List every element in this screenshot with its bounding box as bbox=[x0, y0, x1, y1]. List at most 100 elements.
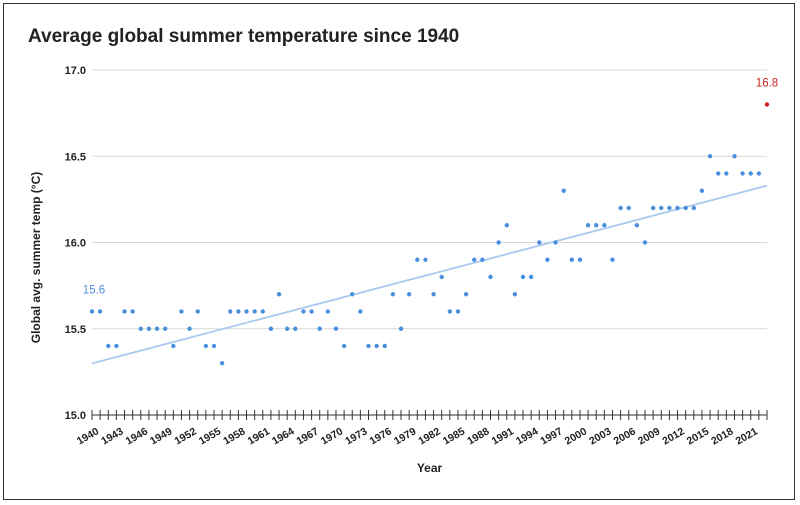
data-point bbox=[642, 240, 648, 245]
x-tick-label: 1997 bbox=[538, 425, 564, 447]
trendline bbox=[91, 184, 768, 365]
x-tick-label: 1994 bbox=[514, 425, 540, 447]
gridlines bbox=[92, 69, 767, 330]
data-point bbox=[472, 257, 477, 262]
x-tick-label: 2000 bbox=[563, 425, 589, 447]
data-point bbox=[716, 171, 721, 176]
data-point bbox=[228, 309, 233, 314]
data-point bbox=[431, 292, 436, 297]
x-tick-label: 1970 bbox=[319, 425, 345, 447]
data-point bbox=[203, 343, 209, 349]
x-tick-label: 1940 bbox=[75, 425, 101, 447]
data-point bbox=[252, 309, 257, 314]
data-point bbox=[594, 223, 599, 228]
data-point bbox=[244, 309, 249, 314]
data-point bbox=[463, 292, 469, 297]
x-axis-title: Year bbox=[417, 461, 443, 475]
data-point bbox=[171, 343, 176, 349]
x-tick-label: 2021 bbox=[734, 425, 760, 447]
x-tick-label: 2015 bbox=[685, 425, 711, 447]
data-point bbox=[748, 171, 753, 176]
data-point bbox=[659, 205, 664, 211]
data-point bbox=[114, 343, 119, 349]
highlight-point bbox=[764, 102, 770, 107]
data-point bbox=[740, 171, 745, 176]
data-point bbox=[707, 154, 713, 159]
data-point bbox=[358, 309, 363, 314]
x-tick-label: 1949 bbox=[148, 425, 174, 447]
data-point bbox=[309, 309, 314, 314]
data-point bbox=[618, 205, 623, 211]
data-point bbox=[162, 326, 168, 331]
y-axis-ticks: 15.0 15.5 16.0 16.5 17.0 bbox=[65, 65, 86, 422]
x-tick-label: 1976 bbox=[368, 425, 394, 447]
data-point bbox=[455, 309, 461, 314]
data-point bbox=[374, 343, 379, 349]
data-point bbox=[122, 309, 127, 314]
data-point bbox=[488, 274, 493, 280]
annotations: 15.6 16.8 bbox=[83, 78, 778, 297]
data-point bbox=[97, 309, 103, 314]
data-point bbox=[195, 309, 200, 314]
trendline-group bbox=[91, 184, 768, 365]
data-point bbox=[187, 326, 192, 331]
x-tick-label: 1958 bbox=[221, 425, 247, 447]
last-value-label: 16.8 bbox=[756, 78, 778, 90]
data-point bbox=[512, 292, 518, 297]
data-point bbox=[545, 257, 550, 262]
x-tick-label: 1991 bbox=[490, 425, 516, 447]
data-point bbox=[667, 205, 672, 211]
y-tick-label: 15.5 bbox=[65, 324, 86, 336]
data-point bbox=[317, 326, 322, 331]
data-point bbox=[236, 309, 241, 314]
data-point bbox=[675, 205, 680, 211]
chart-title: Average global summer temperature since … bbox=[28, 26, 460, 47]
data-point bbox=[504, 223, 509, 228]
data-point bbox=[634, 223, 640, 228]
data-point bbox=[577, 257, 583, 262]
data-point bbox=[293, 326, 298, 331]
data-points bbox=[89, 102, 770, 366]
data-point bbox=[276, 292, 282, 297]
data-point bbox=[219, 361, 225, 366]
data-point bbox=[333, 326, 339, 331]
x-axis-tick-labels: 1940194319461949195219551958196119641967… bbox=[75, 425, 760, 447]
data-point bbox=[423, 257, 428, 262]
y-tick-label: 16.5 bbox=[65, 151, 86, 163]
y-tick-label: 17.0 bbox=[65, 65, 86, 77]
data-point bbox=[211, 343, 217, 349]
data-point bbox=[439, 274, 444, 280]
data-point bbox=[146, 326, 152, 331]
chart-frame bbox=[3, 3, 795, 500]
x-tick-label: 1979 bbox=[392, 425, 418, 447]
data-point bbox=[260, 309, 265, 314]
data-point bbox=[520, 274, 526, 280]
x-tick-label: 2012 bbox=[660, 425, 686, 447]
data-point bbox=[130, 309, 135, 314]
data-point bbox=[350, 292, 355, 297]
data-point bbox=[683, 205, 688, 211]
x-tick-label: 1964 bbox=[270, 425, 296, 447]
data-point bbox=[398, 326, 404, 331]
data-point bbox=[447, 309, 453, 314]
x-tick-label: 2003 bbox=[587, 425, 613, 447]
data-point bbox=[268, 326, 274, 331]
x-tick-label: 1985 bbox=[441, 425, 467, 447]
data-point bbox=[699, 188, 705, 193]
data-point bbox=[724, 171, 729, 176]
data-point bbox=[602, 223, 607, 228]
x-tick-label: 1952 bbox=[172, 425, 198, 447]
x-axis bbox=[91, 410, 768, 420]
x-tick-label: 1973 bbox=[343, 425, 369, 447]
data-point bbox=[406, 292, 412, 297]
x-tick-label: 1955 bbox=[197, 425, 223, 447]
data-point bbox=[154, 326, 160, 331]
data-point bbox=[496, 240, 501, 245]
data-point bbox=[325, 309, 331, 314]
data-point bbox=[284, 326, 290, 331]
data-point bbox=[561, 188, 566, 193]
x-tick-label: 1946 bbox=[124, 425, 150, 447]
x-tick-label: 1988 bbox=[465, 425, 491, 447]
x-tick-label: 2018 bbox=[709, 425, 735, 447]
